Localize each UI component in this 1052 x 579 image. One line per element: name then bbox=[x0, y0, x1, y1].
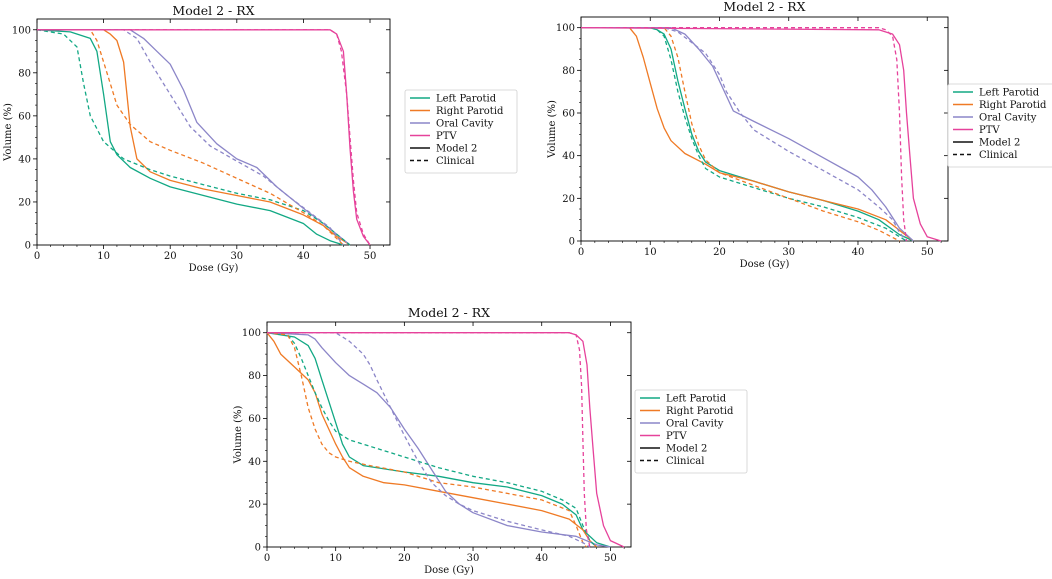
y-tick-label: 40 bbox=[18, 154, 31, 165]
y-tick-label: 20 bbox=[562, 194, 575, 205]
y-tick-label: 100 bbox=[12, 25, 31, 36]
legend-box bbox=[404, 89, 518, 174]
y-tick-label: 0 bbox=[569, 237, 575, 248]
legend-label: Left Parotid bbox=[979, 88, 1040, 99]
x-tick-label: 10 bbox=[644, 247, 657, 258]
chart-title: Model 2 - RX bbox=[408, 305, 490, 320]
x-tick-label: 30 bbox=[230, 251, 243, 262]
series-line-left-parotid-model bbox=[581, 27, 914, 242]
series-line-ptv-clinical bbox=[581, 27, 908, 242]
y-tick-label: 80 bbox=[562, 66, 575, 77]
series-line-ptv-clinical bbox=[267, 332, 591, 548]
legend-label: Right Parotid bbox=[436, 106, 504, 117]
plot-frame bbox=[266, 321, 632, 548]
chart-title: Model 2 - RX bbox=[723, 0, 805, 14]
x-tick-label: 50 bbox=[364, 251, 377, 262]
plot-frame bbox=[36, 18, 391, 246]
y-tick-label: 20 bbox=[18, 197, 31, 208]
series-line-right-parotid-model bbox=[37, 29, 351, 246]
x-axis-label: Dose (Gy) bbox=[424, 565, 474, 575]
legend-label: Model 2 bbox=[979, 138, 1020, 149]
x-axis-label: Dose (Gy) bbox=[189, 263, 239, 274]
y-tick-label: 60 bbox=[562, 109, 575, 120]
y-axis-label: Volume (%) bbox=[3, 103, 14, 162]
chart-svg: Model 2 - RX 0 10 20 30 40 50 0 20 40 60 80 100 Dose … bbox=[3, 3, 518, 274]
x-tick-label: 0 bbox=[578, 247, 584, 258]
x-tick-label: 50 bbox=[921, 247, 934, 258]
legend-label: Clinical bbox=[666, 456, 704, 467]
series-line-oral-cavity-model bbox=[266, 332, 611, 548]
x-tick-label: 20 bbox=[398, 553, 411, 564]
y-tick-label: 0 bbox=[25, 241, 31, 252]
chart-svg: Model 2 - RX 0 10 20 30 40 50 0 20 40 60 80 100 Dose … bbox=[233, 305, 748, 576]
legend-box bbox=[634, 389, 748, 474]
y-tick-label: 20 bbox=[248, 500, 261, 511]
series-line-left-parotid-model bbox=[266, 332, 611, 548]
y-tick-label: 40 bbox=[248, 457, 261, 468]
x-tick-label: 0 bbox=[34, 251, 40, 262]
legend-label: Right Parotid bbox=[979, 100, 1047, 111]
legend-label: Oral Cavity bbox=[979, 113, 1037, 124]
y-axis-label: Volume (%) bbox=[233, 405, 244, 464]
legend-label: Model 2 bbox=[436, 144, 477, 155]
series-line-ptv-clinical bbox=[37, 29, 371, 246]
legend-label: PTV bbox=[979, 125, 1000, 136]
x-axis-label: Dose (Gy) bbox=[740, 259, 790, 270]
legend-label: Oral Cavity bbox=[436, 119, 494, 130]
chart-title: Model 2 - RX bbox=[172, 3, 254, 18]
x-tick-label: 10 bbox=[97, 251, 110, 262]
dvh-chart-top-right: Model 2 - RX 0 10 20 30 40 50 0 20 40 60 80 100 Dose … bbox=[538, 0, 1052, 289]
dvh-chart-bottom: Model 2 - RX 0 10 20 30 40 50 0 20 40 60 80 100 Dose … bbox=[225, 300, 755, 579]
series-line-right-parotid-clinical bbox=[37, 29, 344, 246]
y-tick-label: 60 bbox=[248, 414, 261, 425]
legend-box bbox=[947, 83, 1052, 168]
x-tick-label: 30 bbox=[782, 247, 795, 258]
x-tick-label: 30 bbox=[467, 553, 480, 564]
y-tick-label: 80 bbox=[18, 68, 31, 79]
x-tick-label: 0 bbox=[264, 553, 270, 564]
legend-label: Clinical bbox=[979, 150, 1017, 161]
x-tick-label: 20 bbox=[164, 251, 177, 262]
legend-label: Clinical bbox=[436, 156, 474, 167]
series-line-oral-cavity-clinical bbox=[581, 27, 908, 242]
legend-label: PTV bbox=[666, 431, 687, 442]
legend-label: Left Parotid bbox=[436, 94, 497, 105]
legend-label: Right Parotid bbox=[666, 406, 734, 417]
series-line-left-parotid-clinical bbox=[266, 332, 598, 548]
y-tick-label: 40 bbox=[562, 151, 575, 162]
series-line-left-parotid-clinical bbox=[36, 29, 351, 246]
series-line-oral-cavity-clinical bbox=[267, 332, 591, 548]
chart-svg: Model 2 - RX 0 10 20 30 40 50 0 20 40 60 80 100 Dose … bbox=[547, 0, 1052, 270]
series-line-oral-cavity-clinical bbox=[37, 29, 344, 246]
y-tick-label: 100 bbox=[242, 328, 261, 339]
legend-label: Left Parotid bbox=[666, 394, 727, 405]
series-line-ptv-model bbox=[267, 332, 625, 548]
y-tick-label: 80 bbox=[248, 371, 261, 382]
legend-label: Model 2 bbox=[666, 444, 707, 455]
x-tick-label: 50 bbox=[604, 553, 617, 564]
series-line-right-parotid-clinical bbox=[266, 332, 587, 548]
y-tick-label: 60 bbox=[18, 111, 31, 122]
x-tick-label: 10 bbox=[329, 553, 342, 564]
plot-frame bbox=[580, 16, 949, 242]
series-line-oral-cavity-model bbox=[581, 27, 914, 242]
series-line-right-parotid-model bbox=[581, 27, 914, 242]
legend-label: Oral Cavity bbox=[666, 419, 724, 430]
x-tick-label: 20 bbox=[713, 247, 726, 258]
x-tick-label: 40 bbox=[852, 247, 865, 258]
series-line-right-parotid-model bbox=[266, 332, 598, 548]
legend-label: PTV bbox=[436, 131, 457, 142]
y-axis-label: Volume (%) bbox=[547, 100, 558, 159]
x-tick-label: 40 bbox=[297, 251, 310, 262]
y-tick-label: 0 bbox=[255, 543, 261, 554]
series-line-ptv-model bbox=[37, 29, 371, 246]
x-tick-label: 40 bbox=[535, 553, 548, 564]
dvh-chart-top-left: Model 2 - RX 0 10 20 30 40 50 0 20 40 60 80 100 Dose … bbox=[0, 0, 525, 289]
series-line-left-parotid-model bbox=[36, 29, 344, 246]
series-line-left-parotid-clinical bbox=[581, 27, 907, 242]
series-line-right-parotid-clinical bbox=[581, 27, 900, 242]
y-tick-label: 100 bbox=[556, 23, 575, 34]
